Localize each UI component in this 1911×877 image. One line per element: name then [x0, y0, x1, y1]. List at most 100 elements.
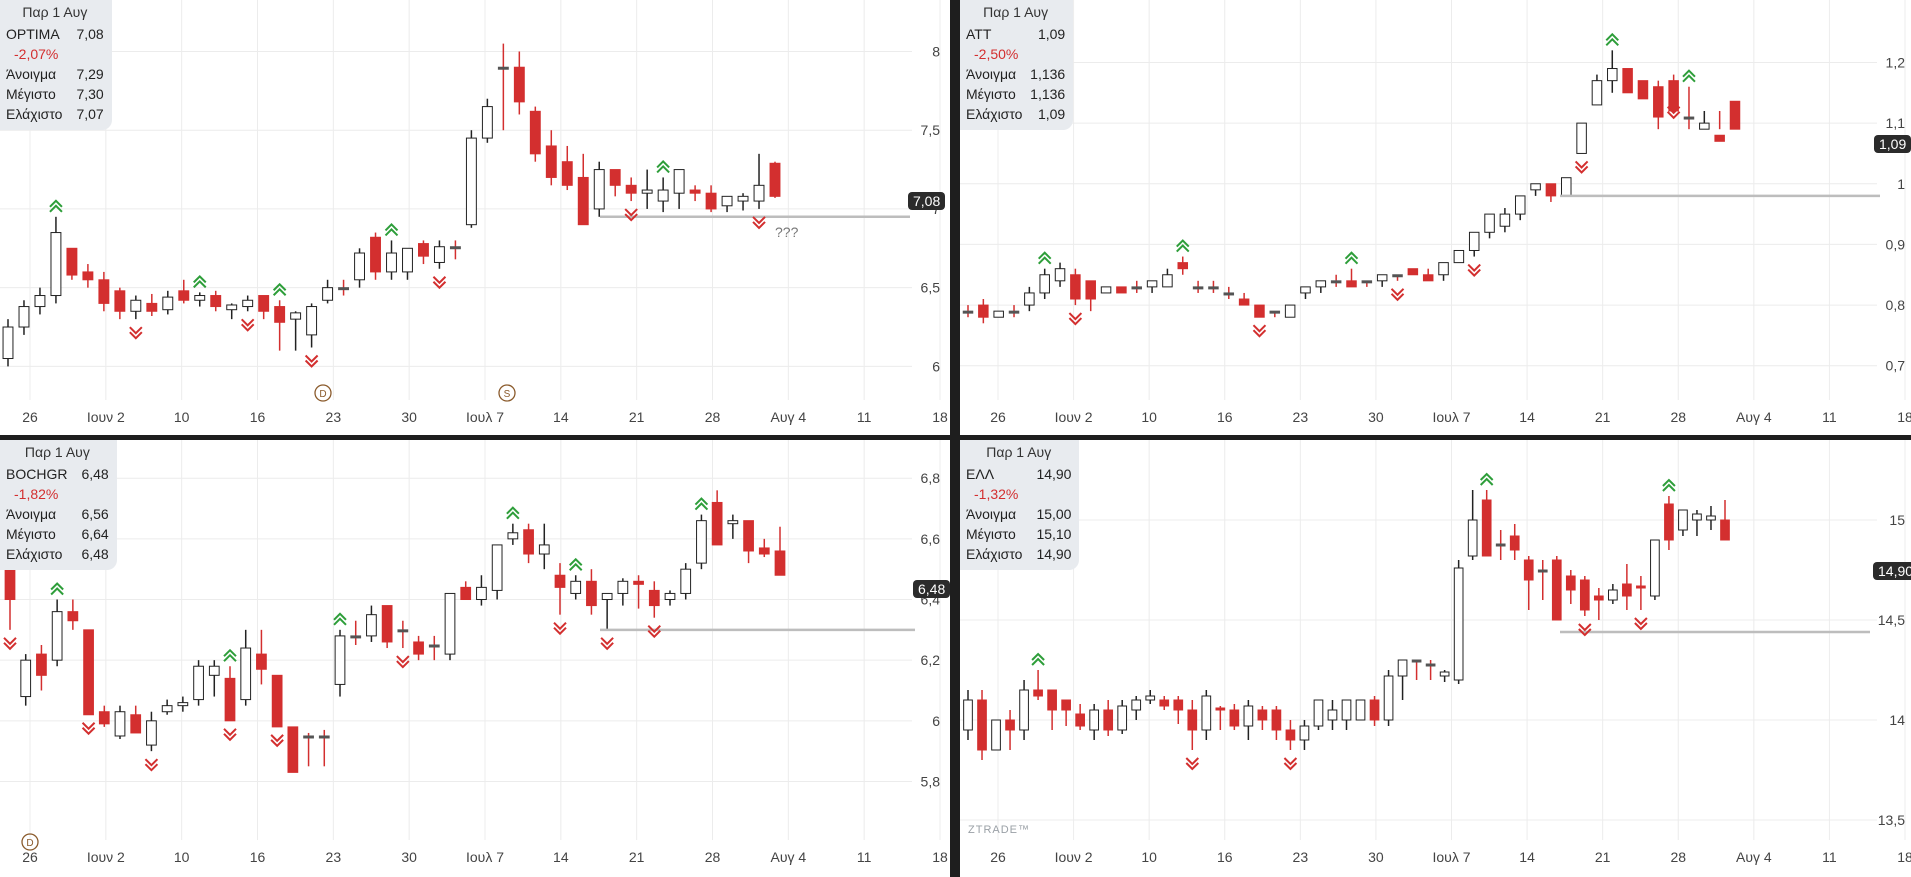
event-marker-label: S: [504, 389, 511, 400]
quote-change: -2,07%: [14, 46, 59, 62]
x-tick-label: 28: [1670, 409, 1686, 425]
candle-body: [1131, 286, 1142, 290]
high-value: 1,136: [1030, 86, 1066, 102]
x-tick-label: 21: [629, 409, 645, 425]
x-tick-label: Ιουν 2: [87, 409, 125, 425]
candle-body: [633, 580, 644, 585]
candle-body: [1201, 695, 1212, 731]
candle-body: [1650, 539, 1660, 597]
candle-body: [570, 580, 582, 594]
candle-body: [538, 544, 550, 555]
y-tick-label: 0,9: [1886, 236, 1906, 252]
candle-body: [1089, 709, 1100, 731]
candle-body: [1243, 705, 1254, 727]
x-tick-label: 14: [1519, 849, 1535, 865]
chart-panel-bochgr[interactable]: 6,8 6,6 6,4 6,2 6 5,8 26 Ιουν 2 10 16 23 30 Ιουλ 7 14…: [0, 440, 950, 877]
buy-signal-icon: [569, 557, 583, 571]
quote-info-box: Παρ 1 Αυγ ATT 1,09 -2,50% Άνοιγμα 1,136 Μέ…: [960, 0, 1074, 130]
candle-body: [497, 66, 509, 70]
candle-body: [1551, 559, 1562, 621]
candle-body: [290, 312, 302, 320]
candle-body: [1509, 535, 1520, 551]
buy-signal-icon: [1176, 239, 1190, 253]
candle-body: [1591, 80, 1603, 106]
x-tick-label: 11: [1822, 849, 1837, 865]
quote-date: Παρ 1 Αυγ: [22, 4, 88, 20]
candle-body: [287, 726, 299, 773]
candle-body: [338, 287, 350, 291]
buy-signal-icon: [333, 612, 347, 626]
sell-signal-icon: [1185, 757, 1200, 771]
sell-signal-icon: [1666, 106, 1681, 120]
candle-body: [210, 295, 222, 308]
x-tick-label: Ιουν 2: [87, 849, 125, 865]
candle-body: [1299, 725, 1310, 741]
chart-panel-att[interactable]: 1,2 1,1 1 0,9 0,8 0,7 26 Ιουν 2 10 16 23 30 Ιουλ 7 14…: [960, 0, 1911, 435]
high-label: Μέγιστο: [6, 526, 56, 542]
candle-body: [36, 653, 47, 676]
candle-body: [2, 326, 14, 360]
buy-signal-icon: [1662, 478, 1676, 492]
candle-body: [381, 605, 393, 643]
quote-symbol: ATT: [966, 26, 992, 42]
low-label: Ελάχιστο: [6, 546, 63, 562]
candle-body: [1024, 292, 1035, 306]
candle-body: [256, 653, 267, 670]
candle-body: [1100, 286, 1112, 294]
candle-body: [428, 644, 440, 648]
x-tick-label: 21: [1595, 409, 1611, 425]
chart-canvas[interactable]: 1,2 1,1 1 0,9 0,8 0,7 26 Ιουν 2 10 16 23 30 Ιουλ 7 14…: [960, 0, 1911, 435]
y-tick-label: 1: [1897, 176, 1905, 192]
candle-body: [1039, 274, 1050, 294]
candle-body: [370, 236, 381, 273]
sell-signal-icon: [81, 722, 96, 736]
candle-body: [1720, 519, 1730, 541]
quote-close: 1,09: [1037, 26, 1066, 42]
x-tick-label: 16: [250, 409, 266, 425]
candle-body: [1313, 699, 1324, 727]
candle-body: [529, 110, 541, 155]
x-tick-label: Αυγ 4: [1736, 409, 1772, 425]
candle-body: [1411, 659, 1422, 663]
candle-body: [993, 310, 1004, 318]
quote-close: 14,90: [1036, 466, 1072, 482]
candle-body: [98, 711, 110, 725]
y-tick-label: 5,8: [921, 773, 941, 789]
candle-body: [386, 252, 397, 273]
candle-body: [1355, 699, 1366, 721]
candle-body: [1608, 589, 1618, 601]
sell-signal-icon: [144, 758, 159, 772]
candle-body: [1369, 699, 1380, 721]
x-tick-label: 28: [705, 409, 721, 425]
buy-signal-icon: [506, 506, 520, 520]
chart-canvas[interactable]: 6,86,66,46,265,826 Ιουν 2 10 16 23 30 Ιουλ 7 14…: [0, 440, 950, 877]
x-tick-label: 26: [22, 849, 38, 865]
buy-signal-icon: [694, 497, 709, 511]
buy-signal-icon: [1479, 472, 1494, 486]
quote-symbol: ΕΛΛ: [966, 466, 995, 482]
candle-body: [418, 243, 429, 257]
candle-body: [476, 586, 487, 601]
y-tick-label: 6,8: [921, 470, 941, 486]
chart-panel-ell[interactable]: 15 14,5 14 13,5 26 Ιουν 2 10 16 23 30 Ιουλ 7 14 21 28…: [960, 440, 1911, 877]
chart-canvas[interactable]: 15 14,5 14 13,5 26 Ιουν 2 10 16 23 30 Ιουλ 7 14 21 28…: [960, 440, 1911, 877]
low-label: Ελάχιστο: [966, 546, 1023, 562]
candle-body: [354, 252, 365, 281]
candle-body: [1145, 695, 1156, 701]
high-label: Μέγιστο: [6, 86, 56, 102]
candle-body: [1407, 268, 1419, 276]
buy-signal-icon: [384, 223, 399, 237]
candle-body: [240, 647, 252, 701]
candle-body: [1269, 310, 1281, 314]
x-tick-label: 11: [857, 849, 872, 865]
candle-body: [258, 295, 270, 312]
candle-body: [1327, 709, 1338, 721]
candle-body: [593, 169, 605, 210]
candle-body: [114, 711, 126, 737]
buy-signal-icon: [1344, 251, 1359, 265]
x-tick-label: 26: [990, 849, 1006, 865]
candle-body: [178, 290, 190, 301]
quote-info-box: Παρ 1 Αυγ OPTIMA 7,08 -2,07% Άνοιγμα 7,29 …: [0, 0, 112, 130]
